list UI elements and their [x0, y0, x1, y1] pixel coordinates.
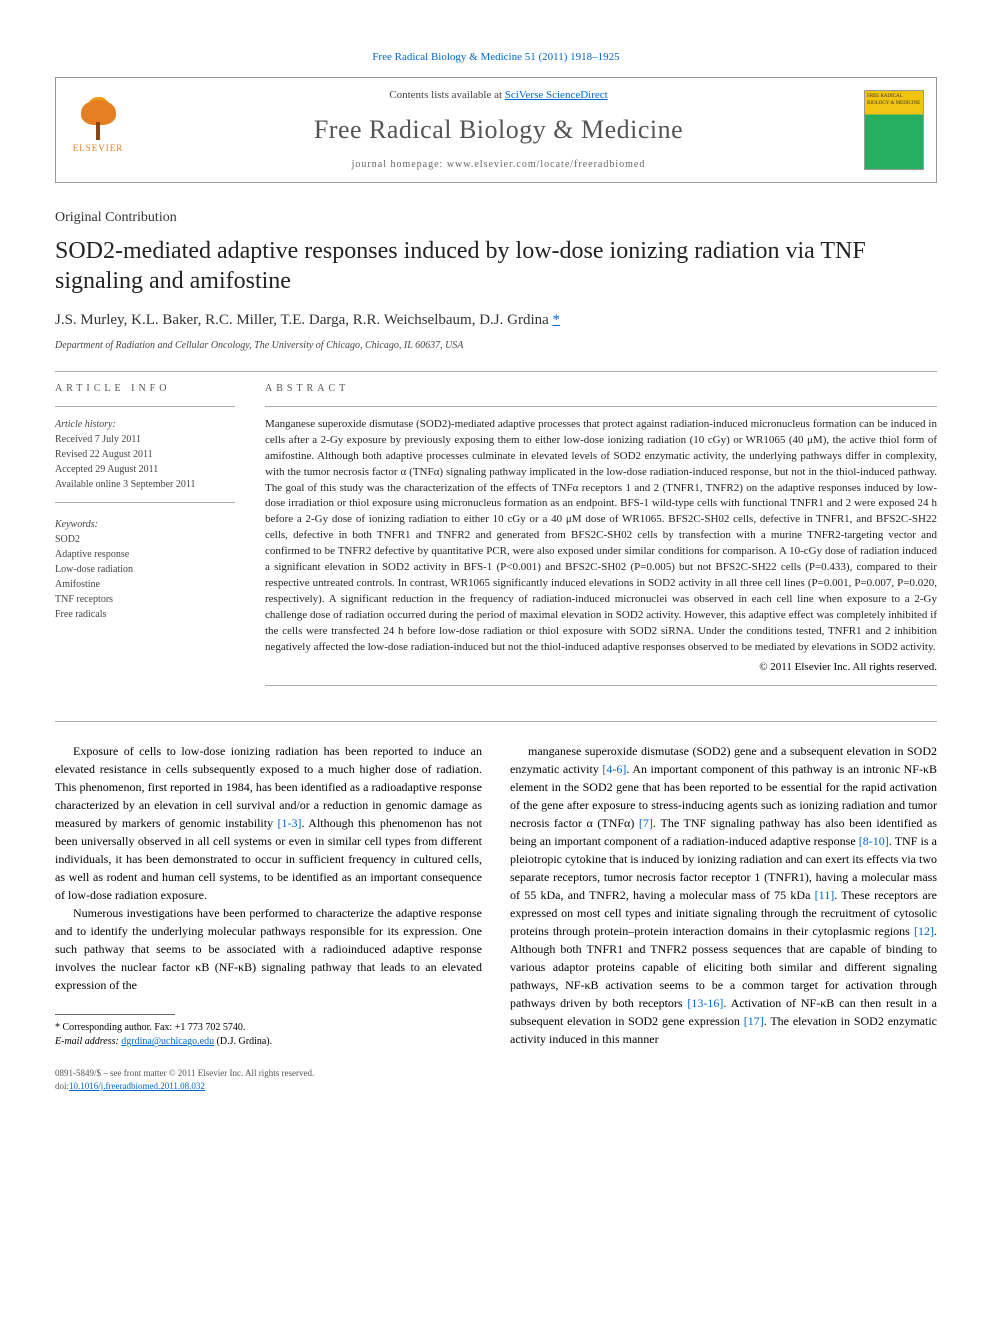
doi-prefix: doi:: [55, 1081, 69, 1091]
abstract-heading: ABSTRACT: [265, 382, 937, 396]
keyword: Low-dose radiation: [55, 562, 235, 577]
received-date: Received 7 July 2011: [55, 432, 235, 447]
body-columns: Exposure of cells to low-dose ionizing r…: [55, 742, 937, 1049]
journal-homepage: journal homepage: www.elsevier.com/locat…: [148, 158, 849, 172]
elsevier-tree-icon: [76, 95, 121, 140]
keywords-label: Keywords:: [55, 517, 235, 532]
affiliation: Department of Radiation and Cellular Onc…: [55, 339, 937, 353]
keyword: SOD2: [55, 532, 235, 547]
divider: [265, 685, 937, 686]
divider: [265, 406, 937, 407]
abstract-column: ABSTRACT Manganese superoxide dismutase …: [265, 382, 937, 696]
email-line: E-mail address: dgrdina@uchicago.edu (D.…: [55, 1035, 482, 1049]
history-label: Article history:: [55, 417, 235, 432]
abstract-copyright: © 2011 Elsevier Inc. All rights reserved…: [265, 660, 937, 675]
keyword: TNF receptors: [55, 592, 235, 607]
body-text: Numerous investigations have been perfor…: [55, 906, 482, 992]
sciencedirect-link[interactable]: SciVerse ScienceDirect: [505, 89, 608, 101]
body-text: manganese superoxide dismutase (SOD2) ge…: [510, 744, 937, 1046]
keyword: Free radicals: [55, 607, 235, 622]
header-center: Contents lists available at SciVerse Sci…: [148, 88, 849, 172]
article-title: SOD2-mediated adaptive responses induced…: [55, 236, 937, 296]
contents-prefix: Contents lists available at: [389, 89, 504, 101]
cover-text: FREE RADICAL BIOLOGY & MEDICINE: [867, 94, 920, 106]
body-text: Exposure of cells to low-dose ionizing r…: [55, 744, 482, 902]
divider: [55, 721, 937, 722]
body-paragraph: Exposure of cells to low-dose ionizing r…: [55, 742, 482, 904]
body-right-column: manganese superoxide dismutase (SOD2) ge…: [510, 742, 937, 1049]
contents-line: Contents lists available at SciVerse Sci…: [148, 88, 849, 103]
corresponding-author-note: * Corresponding author. Fax: +1 773 702 …: [55, 1021, 482, 1035]
page-footer: 0891-5849/$ – see front matter © 2011 El…: [55, 1067, 937, 1092]
body-paragraph: Numerous investigations have been perfor…: [55, 904, 482, 994]
footnote-separator: [55, 1014, 175, 1015]
accepted-date: Accepted 29 August 2011: [55, 462, 235, 477]
keyword: Adaptive response: [55, 547, 235, 562]
email-label: E-mail address:: [55, 1036, 121, 1047]
authors-list: J.S. Murley, K.L. Baker, R.C. Miller, T.…: [55, 310, 937, 331]
keyword: Amifostine: [55, 577, 235, 592]
info-abstract-row: ARTICLE INFO Article history: Received 7…: [55, 382, 937, 696]
doi-link[interactable]: 10.1016/j.freeradbiomed.2011.08.032: [69, 1081, 205, 1091]
keywords-block: Keywords: SOD2 Adaptive response Low-dos…: [55, 517, 235, 622]
divider: [55, 406, 235, 407]
corresponding-author-link[interactable]: *: [553, 312, 561, 328]
article-section-type: Original Contribution: [55, 208, 937, 228]
elsevier-label: ELSEVIER: [73, 142, 124, 155]
authors-text: J.S. Murley, K.L. Baker, R.C. Miller, T.…: [55, 312, 553, 328]
footnote-block: * Corresponding author. Fax: +1 773 702 …: [55, 1021, 482, 1049]
journal-cover-thumbnail: FREE RADICAL BIOLOGY & MEDICINE: [864, 90, 924, 170]
article-info-block: Article history: Received 7 July 2011 Re…: [55, 417, 235, 622]
email-suffix: (D.J. Grdina).: [214, 1036, 272, 1047]
abstract-text: Manganese superoxide dismutase (SOD2)-me…: [265, 417, 937, 656]
issue-reference-link[interactable]: Free Radical Biology & Medicine 51 (2011…: [55, 50, 937, 65]
article-info-heading: ARTICLE INFO: [55, 382, 235, 396]
divider: [55, 371, 937, 372]
revised-date: Revised 22 August 2011: [55, 447, 235, 462]
journal-header: ELSEVIER Contents lists available at Sci…: [55, 77, 937, 183]
body-paragraph: manganese superoxide dismutase (SOD2) ge…: [510, 742, 937, 1048]
article-info-column: ARTICLE INFO Article history: Received 7…: [55, 382, 235, 696]
journal-name: Free Radical Biology & Medicine: [148, 112, 849, 148]
online-date: Available online 3 September 2011: [55, 477, 235, 492]
issue-reference-text: Free Radical Biology & Medicine 51 (2011…: [372, 51, 619, 63]
elsevier-logo: ELSEVIER: [68, 95, 128, 165]
email-link[interactable]: dgrdina@uchicago.edu: [121, 1036, 214, 1047]
front-matter-line: 0891-5849/$ – see front matter © 2011 El…: [55, 1067, 937, 1080]
divider: [55, 502, 235, 503]
doi-line: doi:10.1016/j.freeradbiomed.2011.08.032: [55, 1080, 937, 1093]
body-left-column: Exposure of cells to low-dose ionizing r…: [55, 742, 482, 1049]
